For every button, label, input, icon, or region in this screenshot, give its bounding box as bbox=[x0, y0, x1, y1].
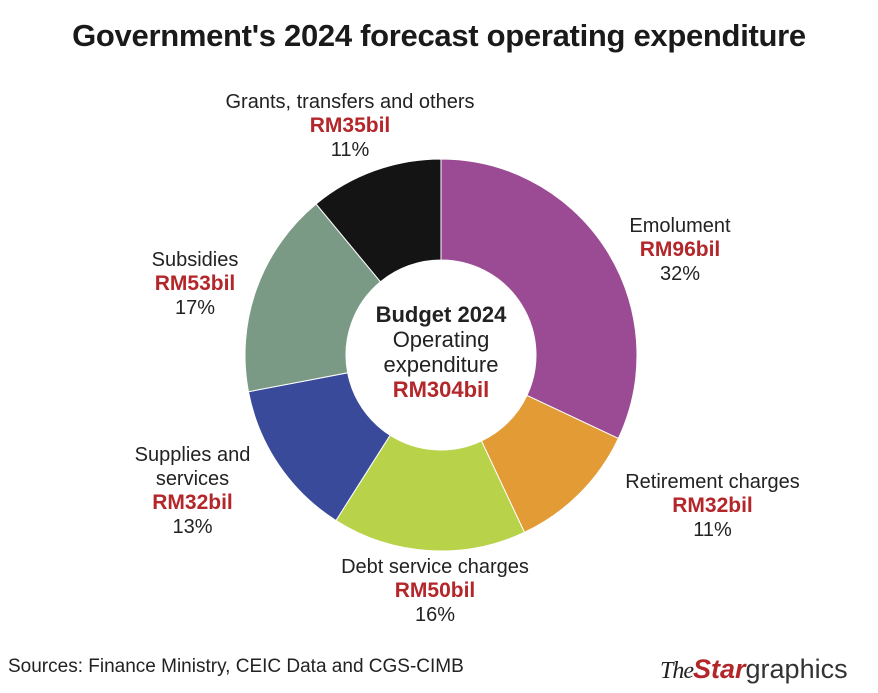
slice-name: Emolument bbox=[629, 215, 731, 237]
slice-percent: 16% bbox=[414, 604, 456, 626]
slice-name: Grants, transfers and others bbox=[225, 91, 475, 113]
logo-the: The bbox=[660, 658, 694, 684]
slice-name-2: services bbox=[155, 468, 230, 490]
thestar-logo: TheStargraphics bbox=[660, 654, 848, 685]
slice-percent: 32% bbox=[659, 263, 701, 285]
label-supplies: Supplies and services RM32bil 13% bbox=[100, 443, 285, 539]
chart-title: Government's 2024 forecast operating exp… bbox=[72, 18, 806, 53]
center-label: Budget 2024 Operating expenditure RM304b… bbox=[341, 302, 541, 402]
slice-name: Debt service charges bbox=[341, 556, 529, 578]
label-retirement: Retirement charges RM32bil 11% bbox=[600, 470, 825, 542]
center-line1: Operating bbox=[392, 327, 490, 352]
slice-percent: 11% bbox=[693, 519, 732, 541]
sources-note: Sources: Finance Ministry, CEIC Data and… bbox=[8, 656, 464, 677]
center-line2: expenditure bbox=[383, 352, 499, 377]
logo-star: Star bbox=[693, 654, 746, 684]
slice-value: RM96bil bbox=[639, 238, 721, 261]
slice-value: RM32bil bbox=[152, 491, 233, 514]
donut-slice-subsidies bbox=[244, 203, 382, 393]
label-subsidies: Subsidies RM53bil 17% bbox=[120, 248, 270, 320]
slice-value: RM32bil bbox=[672, 494, 753, 517]
slice-name: Retirement charges bbox=[625, 471, 800, 493]
slice-percent: 17% bbox=[174, 297, 216, 319]
donut-slice-emolument bbox=[440, 158, 638, 440]
label-grants: Grants, transfers and others RM35bil 11% bbox=[180, 90, 520, 162]
slice-value: RM35bil bbox=[309, 114, 391, 137]
label-emolument: Emolument RM96bil 32% bbox=[580, 214, 780, 286]
slice-value: RM53bil bbox=[154, 272, 236, 295]
logo-graphics: graphics bbox=[745, 654, 848, 684]
slice-percent: 13% bbox=[172, 516, 213, 538]
label-debt-service: Debt service charges RM50bil 16% bbox=[305, 555, 565, 627]
center-heading: Budget 2024 bbox=[375, 302, 507, 327]
center-total: RM304bil bbox=[392, 377, 490, 402]
donut-slice-grants-transfers-and-others bbox=[315, 158, 442, 283]
slice-value: RM50bil bbox=[394, 579, 476, 602]
slice-name: Subsidies bbox=[151, 249, 239, 271]
slice-percent: 11% bbox=[330, 139, 370, 161]
slice-name: Supplies and bbox=[134, 444, 251, 466]
donut-slice-debt-service-charges bbox=[335, 434, 526, 552]
